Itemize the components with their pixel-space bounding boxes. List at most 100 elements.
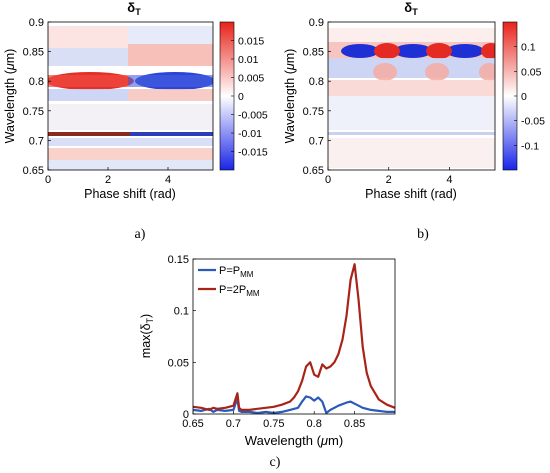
heatmap-blob-red-1	[374, 43, 400, 59]
x-tick-label: 0.65	[182, 418, 203, 430]
heatmap-blob-blue-2	[394, 44, 432, 58]
panel-a-colorbar-ticks: 0.015 0.01 0.005 0 -0.005 -0.01 -0.015	[231, 36, 268, 159]
heatmap-streak-red-2	[425, 63, 449, 81]
series-line-2pmm	[192, 263, 396, 411]
panel-b-xlabel: Phase shift (rad)	[365, 187, 457, 201]
heatmap-band-pale-075	[328, 96, 495, 130]
y-tick-label: 0	[183, 409, 189, 421]
heatmap-band-blue-069	[48, 138, 213, 146]
panel-c-xlabel: Wavelength (μm)	[245, 433, 343, 448]
panel-b-axes: 0 2 4 0.65 0.7 0.75 0.8 0.85 0.9	[303, 17, 453, 186]
panel-c-frame	[192, 258, 396, 415]
heatmap-line-071	[328, 132, 495, 135]
y-tick-label: 0.7	[309, 135, 324, 147]
panel-a-title: δT	[127, 0, 141, 17]
heatmap-blob-red-2	[426, 43, 452, 59]
x-tick-label: 0.7	[226, 418, 241, 430]
colorbar-tick-label: 0.01	[238, 54, 259, 66]
panel-a-ylabel: Wavelength (μm)	[3, 49, 17, 144]
heatmap-blob-red-3	[481, 43, 495, 59]
heatmap-blob-blue-1	[341, 44, 379, 58]
heatmap-band-pale-068	[328, 138, 495, 168]
heatmap-band-blue-066	[48, 160, 213, 170]
panel-b-caption: b)	[417, 227, 429, 242]
heatmap-band-blue-top	[128, 26, 213, 44]
y-tick-label: 0.8	[29, 76, 44, 88]
panel-a-title-sub: T	[135, 7, 141, 17]
heatmap-band-blue-077	[48, 89, 128, 101]
y-tick-label: 0.7	[29, 135, 44, 147]
colorbar-tick-label: 0	[238, 91, 244, 103]
heatmap-line-blue-071	[130, 132, 213, 136]
panel-b-colorbar-ticks: 0.1 0.05 0 -0.05 -0.1	[514, 42, 545, 152]
colorbar-tick-label: -0.01	[238, 128, 262, 140]
heatmap-band-red-079	[328, 80, 495, 96]
heatmap-band-red-077	[128, 89, 213, 101]
colorbar-tick-label: 0.05	[521, 66, 542, 78]
x-tick-label: 0.8	[307, 418, 322, 430]
heatmap-band-blue-080	[128, 75, 213, 87]
heatmap-band-red-085	[128, 44, 213, 66]
colorbar-tick-label: -0.1	[521, 140, 539, 152]
panel-a-frame	[47, 21, 214, 171]
heatmap-band-red-080	[48, 75, 128, 87]
x-tick-label: 2	[386, 174, 392, 186]
x-tick-label: 0	[325, 174, 331, 186]
x-tick-label: 0	[45, 174, 51, 186]
y-tick-label: 0.8	[309, 76, 324, 88]
colorbar-tick-label: 0.1	[521, 42, 536, 54]
panel-a-axes: 0 2 4 0.65 0.7 0.75 0.8 0.85 0.9	[23, 17, 171, 186]
y-tick-label: 0.65	[303, 165, 324, 177]
panel-b-title: δT	[404, 0, 418, 17]
heatmap-streak-red-1	[373, 63, 397, 81]
panel-a-caption: a)	[135, 227, 146, 242]
heatmap-band-blue-083	[328, 58, 495, 78]
legend-label-2pmm: P=2PMM	[219, 284, 260, 298]
y-tick-label: 0.75	[23, 106, 44, 118]
heatmap-line-brown-071	[48, 132, 138, 136]
panel-c-plot-area	[193, 259, 395, 414]
panel-c-legend: P=PMM P=2PMM	[198, 265, 260, 298]
y-tick-label: 0.05	[168, 357, 189, 369]
heatmap-band-red-top	[48, 26, 128, 48]
heatmap-band-blue-085	[48, 48, 128, 66]
panel-b-heatmap	[328, 22, 495, 170]
colorbar-tick-label: 0	[521, 91, 527, 103]
panel-b-ylabel: Wavelength (μm)	[283, 49, 297, 144]
heatmap-blob-blue-3	[446, 44, 484, 58]
panel-b: δT 0 2 4 0.65 0.7 0.75 0.8 0.85 0.9 Phase shift …	[283, 0, 545, 242]
panel-c-axes: 0.65 0.7 0.75 0.8 0.85 0 0.05 0.1 0.15	[168, 254, 366, 430]
heatmap-streak-red-3	[479, 63, 495, 81]
y-tick-label: 0.65	[23, 165, 44, 177]
x-tick-label: 0.85	[344, 418, 365, 430]
y-tick-label: 0.85	[303, 47, 324, 59]
series-line-pmm	[192, 395, 395, 415]
y-tick-label: 0.15	[168, 254, 189, 266]
x-tick-label: 4	[446, 174, 452, 186]
panel-b-frame	[327, 21, 496, 171]
panel-c-ylabel: max(δT)	[139, 314, 155, 358]
colorbar-tick-label: -0.015	[238, 147, 268, 159]
panel-a: δT 0 2 4 0.65 0.7 0.75 0.8 0.85 0.9 Phase shift …	[3, 0, 268, 242]
heatmap-band-pale-073	[48, 104, 213, 130]
panel-c-series	[192, 263, 396, 415]
panel-c: 0.65 0.7 0.75 0.8 0.85 0 0.05 0.1 0.15 P=PMM P=2…	[139, 254, 396, 470]
panel-a-xlabel: Phase shift (rad)	[84, 187, 176, 201]
y-tick-label: 0.75	[303, 106, 324, 118]
heatmap-band-pale-top	[328, 28, 495, 42]
y-tick-label: 0.9	[309, 17, 324, 29]
y-tick-label: 0.1	[174, 306, 189, 318]
panel-a-heatmap	[48, 22, 213, 170]
panel-c-caption: c)	[270, 455, 281, 470]
legend-label-pmm: P=PMM	[219, 265, 254, 279]
colorbar-tick-label: 0.005	[238, 73, 264, 85]
colorbar-tick-label: -0.005	[238, 110, 268, 122]
panel-b-title-sub: T	[412, 7, 418, 17]
x-tick-label: 0.75	[263, 418, 284, 430]
x-tick-label: 4	[165, 174, 171, 186]
heatmap-band-red-068	[48, 148, 213, 160]
y-tick-label: 0.9	[29, 17, 44, 29]
colorbar-tick-label: -0.05	[521, 116, 545, 128]
x-tick-label: 2	[105, 174, 111, 186]
